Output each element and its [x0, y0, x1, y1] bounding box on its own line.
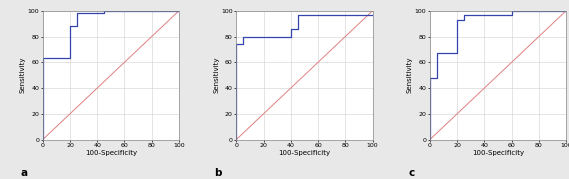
Y-axis label: Sensitivity: Sensitivity: [407, 57, 413, 93]
Text: b: b: [215, 168, 222, 178]
Text: c: c: [408, 168, 414, 178]
Y-axis label: Sensitivity: Sensitivity: [213, 57, 219, 93]
X-axis label: 100-Specificity: 100-Specificity: [278, 150, 331, 156]
X-axis label: 100-Specificity: 100-Specificity: [85, 150, 137, 156]
X-axis label: 100-Specificity: 100-Specificity: [472, 150, 524, 156]
Text: a: a: [21, 168, 28, 178]
Y-axis label: Sensitivity: Sensitivity: [19, 57, 26, 93]
